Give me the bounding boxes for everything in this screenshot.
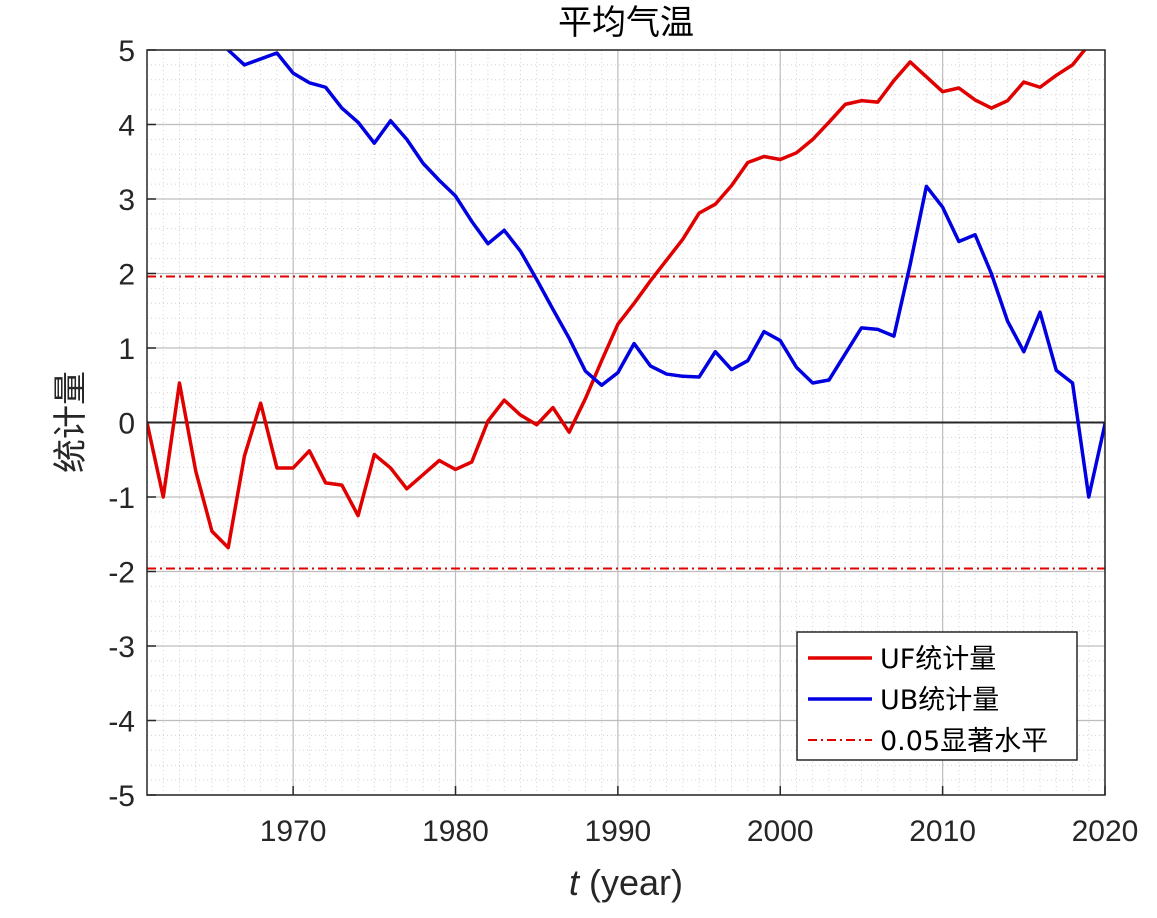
y-tick-label: 5: [118, 35, 135, 68]
y-tick-label: 3: [118, 184, 135, 217]
axis-ticks: 1970 1980 1990 2000 2010 2020 -5 -4 -3 -2 -1 0 1 2 3 4 5: [108, 35, 1138, 848]
series-layer: [147, 50, 1105, 570]
x-axis-label-var: t: [569, 862, 581, 903]
y-tick-label: 2: [118, 259, 135, 292]
y-tick-label: -3: [108, 631, 135, 664]
x-tick-label: 1970: [260, 815, 327, 848]
y-tick-label: 0: [118, 408, 135, 441]
legend-box: [796, 631, 1078, 761]
x-tick-label: 2020: [1072, 815, 1139, 848]
legend-uf-label: UF统计量: [880, 644, 996, 675]
y-tick-label: 4: [118, 110, 135, 143]
x-tick-label: 2010: [909, 815, 976, 848]
uf-line: [147, 50, 1087, 550]
x-tick-label: 1980: [422, 815, 489, 848]
chart-title: 平均气温: [558, 3, 694, 43]
y-tick-label: -2: [108, 557, 135, 590]
legend-threshold-label: 0.05显著水平: [880, 726, 1048, 757]
x-axis-label-unit: (year): [579, 862, 683, 903]
y-tick-label: -1: [108, 482, 135, 515]
y-tick-label: -4: [108, 706, 135, 739]
x-tick-label: 2000: [747, 815, 814, 848]
x-axis-label: t (year): [569, 862, 683, 903]
legend: UF统计量 UB统计量 0.05显著水平: [796, 631, 1078, 761]
y-tick-label: 1: [118, 333, 135, 366]
y-tick-label: -5: [108, 780, 135, 813]
ub-line: [226, 50, 1105, 499]
legend-ub-label: UB统计量: [880, 685, 999, 716]
x-tick-label: 1990: [585, 815, 652, 848]
y-axis-label: 统计量: [51, 371, 91, 473]
